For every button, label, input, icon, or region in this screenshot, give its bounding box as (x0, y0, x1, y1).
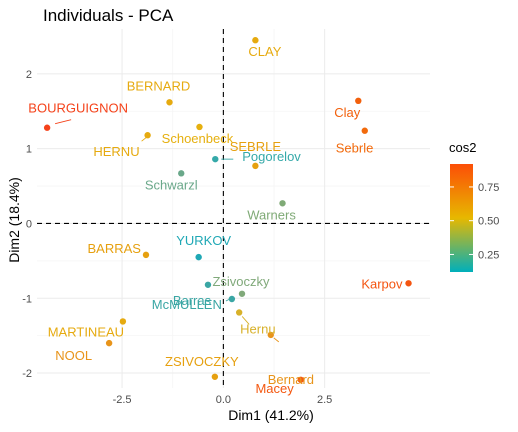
point-warners (279, 200, 286, 207)
point-label-martineau: MARTINEAU (48, 324, 124, 339)
label-leader-hernu (241, 316, 250, 325)
x-tick-label: 0.0 (216, 394, 231, 406)
tick-labels: -2.5 0.0 2.5 -2 -1 0 1 2 (22, 69, 332, 406)
point-sebrle (361, 127, 368, 134)
point-label-zsivoczky: ZSIVOCZKY (165, 354, 239, 369)
labels-layer: SEBRLE CLAY BERNARD YURKOV ZSIVOCZKY McMULLEN… (28, 44, 403, 396)
label-leader-hernu (141, 136, 147, 142)
point-label-hernu: HERNU (93, 144, 139, 159)
point-label-barras: Barras (173, 293, 212, 308)
point-zsivoczky (238, 290, 246, 297)
legend-ticks: 0.75 0.50 0.25 (450, 182, 499, 261)
point-label-sebrle: SEBRLE (230, 139, 282, 154)
legend-tick-label: 0.50 (478, 216, 499, 228)
y-axis-title: Dim2 (18.4%) (6, 177, 22, 263)
point-mcmullen (228, 295, 236, 303)
y-tick-label: -2 (22, 368, 32, 380)
point-macey (297, 376, 304, 383)
y-tick-label: 0 (26, 218, 32, 230)
point-bernard (166, 99, 173, 106)
y-tick-label: 2 (26, 69, 32, 81)
label-leader-bourguignon (55, 119, 72, 125)
point-hernu (235, 309, 243, 316)
point-schwarzl (178, 170, 185, 177)
point-label-nool: NOOL (55, 348, 92, 363)
label-leader-bernard (273, 337, 280, 343)
reference-lines (37, 29, 430, 388)
point-clay (355, 97, 362, 105)
label-leader-mcmullen (225, 298, 231, 302)
legend-title: cos2 (449, 140, 476, 155)
point-label-hernu: Hernu (240, 321, 275, 336)
point-sebrle (252, 162, 259, 170)
point-karpov (405, 280, 412, 287)
point-bernard (267, 331, 274, 339)
point-hernu (144, 132, 151, 139)
point-label-bernard: BERNARD (127, 78, 191, 93)
point-pogorelov (212, 155, 219, 163)
point-label-schwarzl: Schwarzl (145, 177, 198, 192)
y-tick-label: 1 (26, 144, 32, 156)
point-schoenbeck (196, 123, 203, 131)
point-label-karpov: Karpov (361, 276, 403, 291)
point-label-clay: Clay (334, 105, 361, 120)
point-barras (204, 281, 212, 288)
legend-tick-label: 0.25 (478, 249, 499, 261)
x-tick-label: -2.5 (113, 394, 132, 406)
legend-tick-label: 0.75 (478, 182, 499, 194)
point-label-zsivoczky: Zsivoczky (212, 274, 270, 289)
point-label-clay: CLAY (248, 44, 281, 59)
point-label-mcmullen: McMULLEN (152, 297, 222, 312)
point-label-macey: Macey (255, 381, 294, 396)
points-layer (43, 37, 412, 383)
point-clay (252, 37, 259, 44)
chart-title: Individuals - PCA (43, 6, 174, 25)
point-bourguignon (43, 124, 51, 131)
point-nool (105, 339, 113, 347)
point-label-schoenbeck: Schoenbeck (162, 131, 234, 146)
point-label-yurkov: YURKOV (176, 233, 231, 248)
point-zsivoczky (211, 373, 219, 380)
point-label-barras: BARRAS (88, 241, 142, 256)
x-tick-label: 2.5 (317, 394, 332, 406)
y-tick-label: -1 (22, 293, 32, 305)
point-label-sebrle: Sebrle (336, 141, 374, 156)
point-label-bernard: Bernard (268, 372, 314, 387)
point-label-pogorelov: Pogorelov (242, 149, 301, 164)
legend: cos2 0.75 0.50 0.25 (449, 140, 499, 272)
legend-colorbar (450, 164, 473, 272)
point-label-warners: Warners (247, 207, 296, 222)
point-yurkov (195, 253, 202, 261)
x-axis-title: Dim1 (41.2%) (228, 407, 314, 423)
point-label-bourguignon: BOURGUIGNON (28, 101, 128, 116)
point-barras (142, 251, 150, 259)
point-martineau (119, 318, 127, 325)
